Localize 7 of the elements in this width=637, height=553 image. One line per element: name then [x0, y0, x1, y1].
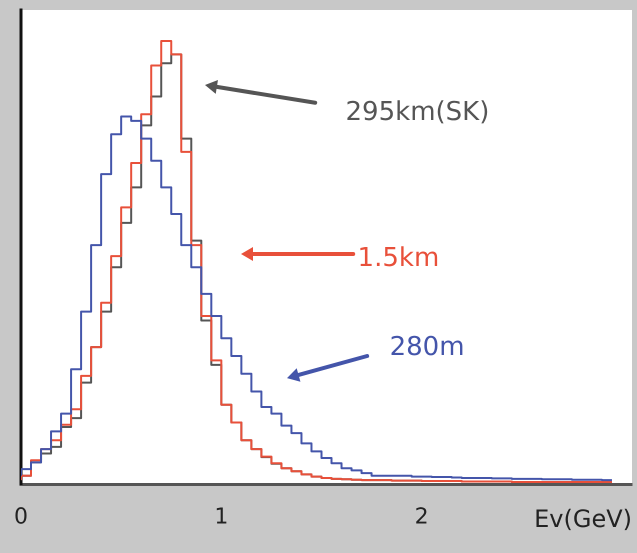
legend-label: 1.5km — [358, 242, 440, 274]
x-tick-label: 0 — [14, 504, 28, 530]
legend-label: 295km(SK) — [346, 96, 490, 128]
x-tick-label: 2 — [414, 504, 429, 530]
x-axis-title: Ev(GeV) — [534, 504, 632, 533]
text: 280m — [390, 331, 465, 364]
x-tick-label: 1 — [214, 504, 228, 530]
